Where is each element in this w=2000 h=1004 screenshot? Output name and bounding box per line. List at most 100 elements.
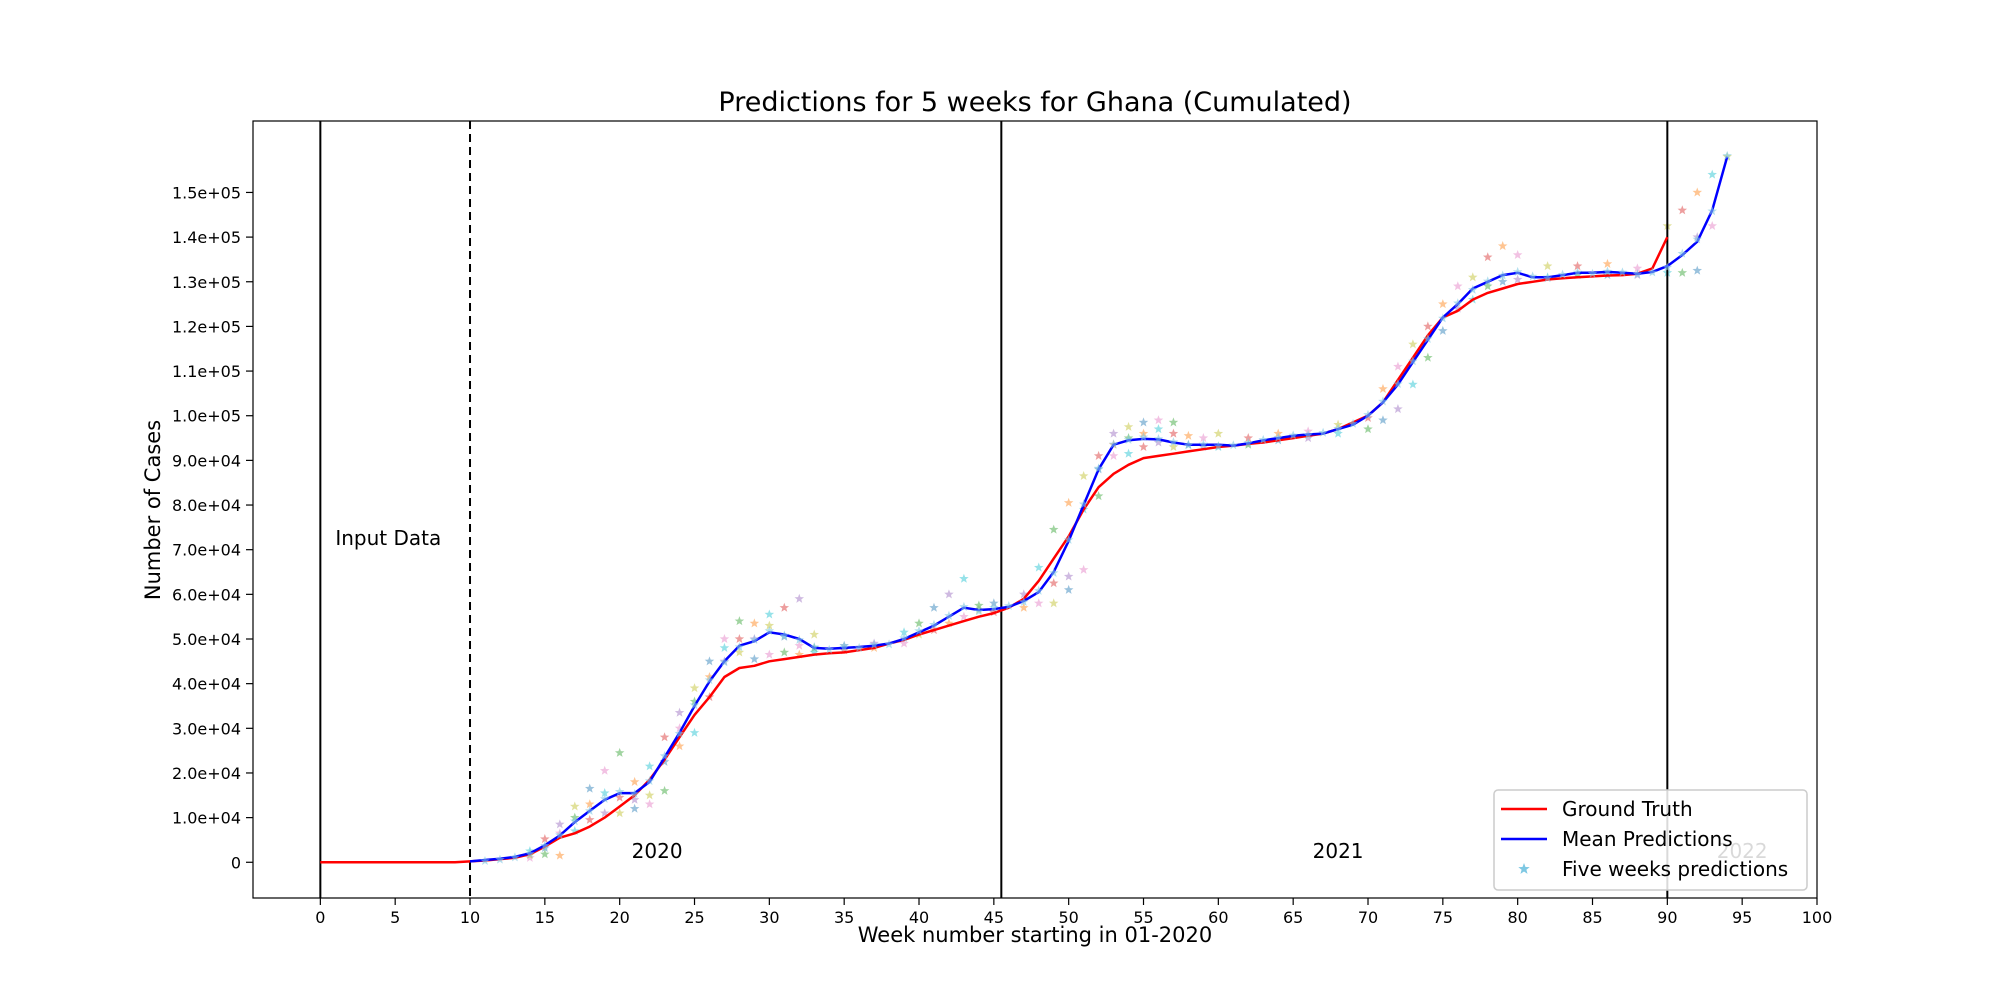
five-weeks-point bbox=[1572, 267, 1583, 277]
prediction-point bbox=[1512, 249, 1523, 260]
prediction-point bbox=[659, 785, 670, 795]
prediction-point bbox=[1707, 169, 1717, 179]
y-tick-label: 6.0e+04 bbox=[172, 585, 241, 604]
prediction-point bbox=[674, 723, 685, 733]
five-weeks-point bbox=[959, 601, 969, 611]
prediction-point bbox=[1602, 258, 1613, 268]
prediction-point bbox=[794, 649, 805, 659]
five-weeks-point bbox=[734, 642, 745, 652]
prediction-point bbox=[809, 629, 819, 639]
y-tick-label: 7.0e+04 bbox=[172, 541, 241, 560]
prediction-point bbox=[959, 611, 969, 621]
prediction-point bbox=[1468, 272, 1478, 282]
five-weeks-point bbox=[1557, 269, 1568, 279]
prediction-point bbox=[570, 801, 580, 811]
prediction-point bbox=[674, 707, 685, 717]
prediction-point bbox=[540, 849, 550, 859]
prediction-point bbox=[1497, 276, 1508, 286]
prediction-point bbox=[555, 850, 565, 860]
prediction-point bbox=[1183, 430, 1194, 440]
five-weeks-point bbox=[1497, 270, 1508, 280]
five-weeks-point bbox=[614, 786, 625, 796]
prediction-point bbox=[1048, 524, 1059, 534]
y-tick-label: 8.0e+04 bbox=[172, 496, 241, 515]
five-weeks-point bbox=[555, 830, 565, 840]
prediction-point bbox=[899, 627, 909, 637]
five-weeks-point bbox=[599, 793, 610, 803]
x-tick-label: 0 bbox=[315, 908, 325, 927]
plot-frame bbox=[252, 120, 1818, 899]
prediction-point bbox=[525, 852, 535, 862]
prediction-point bbox=[719, 642, 730, 652]
legend-label: Ground Truth bbox=[1562, 797, 1693, 821]
x-tick-label: 45 bbox=[984, 908, 1004, 927]
prediction-point bbox=[1019, 602, 1029, 612]
x-tick-label: 40 bbox=[909, 908, 929, 927]
five-weeks-point bbox=[1033, 585, 1044, 595]
five-weeks-point bbox=[510, 852, 520, 862]
y-tick-label: 1.4e+05 bbox=[172, 228, 241, 247]
five-weeks-point bbox=[929, 619, 939, 629]
prediction-point bbox=[779, 647, 790, 657]
prediction-point bbox=[689, 683, 700, 693]
five-weeks-point bbox=[1228, 440, 1239, 450]
five-weeks-point bbox=[869, 639, 879, 649]
five-weeks-point bbox=[1333, 423, 1343, 433]
prediction-point bbox=[764, 609, 775, 619]
five-weeks-point bbox=[1408, 356, 1418, 366]
five-weeks-point bbox=[779, 630, 790, 640]
prediction-point bbox=[1078, 564, 1089, 574]
five-weeks-point bbox=[1183, 440, 1194, 450]
five-weeks-point bbox=[704, 675, 715, 685]
five-weeks-point bbox=[1168, 437, 1179, 447]
prediction-point bbox=[1048, 598, 1059, 608]
five-weeks-point bbox=[1063, 534, 1074, 544]
five-weeks-point bbox=[854, 642, 864, 652]
x-tick-label: 10 bbox=[460, 908, 480, 927]
y-tick-label: 2.0e+04 bbox=[172, 764, 241, 783]
prediction-point bbox=[1482, 281, 1493, 291]
prediction-point bbox=[749, 618, 760, 628]
prediction-point bbox=[1408, 379, 1418, 389]
five-weeks-point bbox=[914, 625, 924, 636]
prediction-point bbox=[1033, 562, 1044, 572]
prediction-point bbox=[974, 600, 984, 610]
series-line-0 bbox=[320, 236, 1669, 864]
prediction-point bbox=[629, 794, 640, 804]
five-weeks-point bbox=[809, 642, 819, 652]
five-weeks-point bbox=[1512, 266, 1523, 276]
five-weeks-point bbox=[1632, 269, 1643, 279]
prediction-point bbox=[944, 618, 954, 628]
x-axis-label: Week number starting in 01-2020 bbox=[858, 923, 1212, 947]
prediction-point bbox=[614, 808, 625, 818]
prediction-point bbox=[1063, 497, 1074, 507]
x-tick-label: 35 bbox=[834, 908, 854, 927]
prediction-point bbox=[1497, 241, 1508, 251]
five-weeks-point bbox=[1378, 396, 1388, 406]
five-weeks-point bbox=[1138, 432, 1149, 442]
prediction-point bbox=[1378, 415, 1388, 425]
x-tick-label: 15 bbox=[535, 908, 555, 927]
prediction-point bbox=[540, 834, 550, 844]
prediction-point bbox=[959, 573, 969, 583]
prediction-point bbox=[1393, 404, 1403, 414]
series-line-1 bbox=[469, 156, 1729, 863]
prediction-point bbox=[689, 727, 700, 737]
prediction-point bbox=[704, 656, 715, 666]
prediction-point bbox=[764, 620, 775, 630]
prediction-point bbox=[644, 790, 655, 800]
five-weeks-point bbox=[1438, 313, 1448, 323]
prediction-point bbox=[1423, 321, 1433, 331]
prediction-point bbox=[614, 747, 625, 757]
five-weeks-point bbox=[1453, 298, 1463, 308]
prediction-point bbox=[1303, 433, 1313, 443]
five-weeks-point bbox=[1093, 463, 1104, 473]
prediction-point bbox=[584, 799, 595, 809]
annotation-label: Input Data bbox=[335, 526, 441, 550]
five-weeks-point bbox=[1198, 439, 1209, 449]
prediction-point bbox=[1198, 441, 1209, 452]
y-tick-label: 5.0e+04 bbox=[172, 630, 241, 649]
prediction-point bbox=[644, 761, 655, 771]
prediction-point bbox=[794, 593, 805, 603]
five-weeks-point bbox=[1348, 418, 1358, 428]
